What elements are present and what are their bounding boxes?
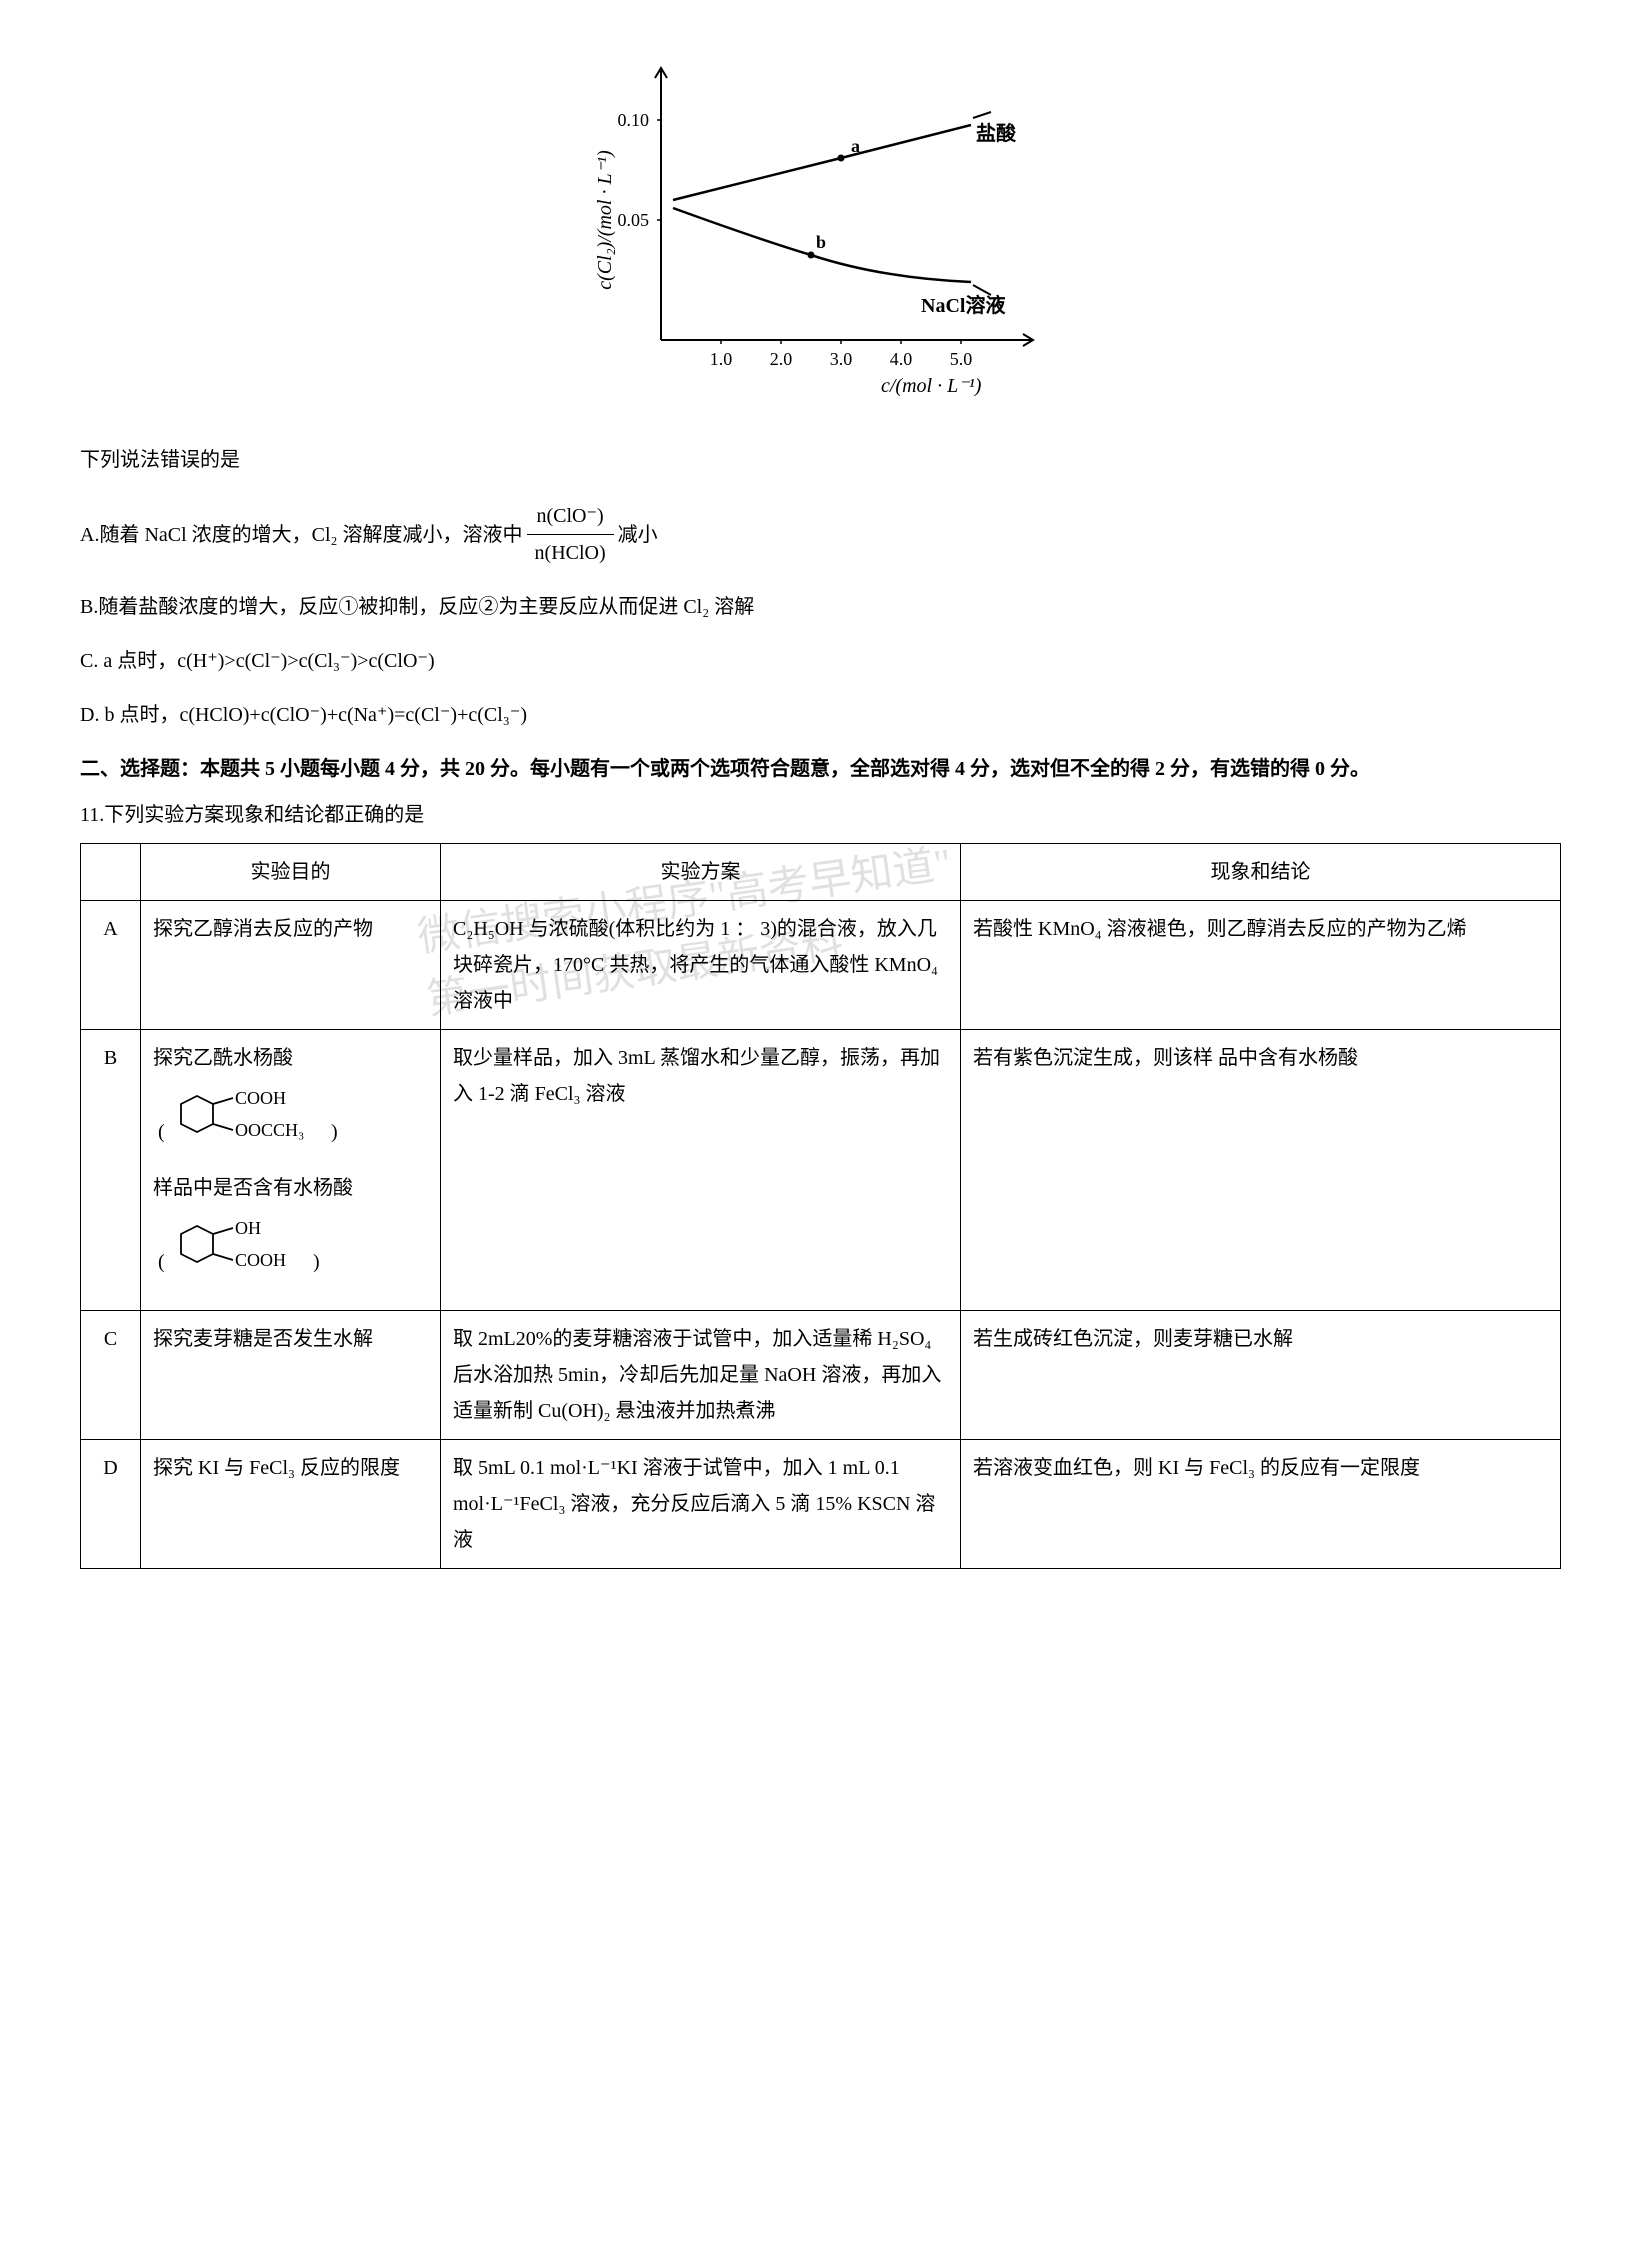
row-C-purpose: 探究麦芽糖是否发生水解 <box>141 1311 441 1440</box>
row-A-conclusion: 若酸性 KMnO₄ 溶液褪色，则乙醇消去反应的产物为乙烯 <box>961 901 1561 1030</box>
salicylic-structure: ( OH COOH ) <box>153 1216 428 1290</box>
point-b-label: b <box>816 232 826 252</box>
table-row-A: A 探究乙醇消去反应的产物 C₂H₅OH 与浓硫酸(体积比约为 1 ： 3)的混… <box>81 901 1561 1030</box>
row-B-purpose-prefix: 探究乙酰水杨酸 <box>153 1047 293 1069</box>
table-header-conclusion: 现象和结论 <box>961 844 1561 901</box>
struct2-top: OH <box>235 1218 261 1238</box>
row-B-purpose: 探究乙酰水杨酸 ( COOH OOCCH₃ ) 样品中是否含有水杨酸 <box>141 1030 441 1311</box>
point-a-label: a <box>851 136 860 156</box>
xtick-2: 3.0 <box>829 349 852 369</box>
option-A-numerator: n(ClO⁻) <box>527 498 614 535</box>
ytick-1: 0.10 <box>617 110 649 130</box>
option-A-prefix: A.随着 NaCl 浓度的增大，Cl₂ 溶解度减小，溶液中 <box>80 517 523 553</box>
row-D-conclusion: 若溶液变血红色，则 KI 与 FeCl₃ 的反应有一定限度 <box>961 1440 1561 1569</box>
option-A: A.随着 NaCl 浓度的增大，Cl₂ 溶解度减小，溶液中 n(ClO⁻) n(… <box>80 498 1561 571</box>
row-A-purpose: 探究乙醇消去反应的产物 <box>141 901 441 1030</box>
xtick-3: 4.0 <box>889 349 912 369</box>
row-D-label: D <box>81 1440 141 1569</box>
question-11-text: 11.下列实验方案现象和结论都正确的是 <box>80 797 1561 833</box>
option-D: D. b 点时，c(HClO)+c(ClO⁻)+c(Na⁺)=c(Cl⁻)+c(… <box>80 697 1561 733</box>
struct1-top: COOH <box>235 1088 286 1108</box>
chart-figure: 0.05 0.10 1.0 2.0 3.0 4.0 5.0 a 盐酸 b NaC… <box>80 40 1561 412</box>
question-intro: 下列说法错误的是 <box>80 442 1561 478</box>
row-A-label: A <box>81 901 141 1030</box>
struct1-bottom: OOCCH₃ <box>235 1120 304 1140</box>
row-B-purpose-middle: 样品中是否含有水杨酸 <box>153 1177 353 1199</box>
svg-text:(: ( <box>158 1251 165 1273</box>
row-C-method: 取 2mL20%的麦芽糖溶液于试管中，加入适量稀 H₂SO₄ 后水浴加热 5mi… <box>441 1311 961 1440</box>
table-row-C: C 探究麦芽糖是否发生水解 取 2mL20%的麦芽糖溶液于试管中，加入适量稀 H… <box>81 1311 1561 1440</box>
svg-text:): ) <box>331 1121 338 1143</box>
series-hcl-label: 盐酸 <box>976 121 1017 145</box>
table-header-method: 实验方案 <box>441 844 961 901</box>
option-A-fraction: n(ClO⁻) n(HClO) <box>527 498 614 571</box>
row-D-purpose: 探究 KI 与 FeCl₃ 反应的限度 <box>141 1440 441 1569</box>
row-C-label: C <box>81 1311 141 1440</box>
acetylsalicylic-structure: ( COOH OOCCH₃ ) <box>153 1086 428 1160</box>
ytick-0: 0.05 <box>617 210 649 230</box>
series-nacl-label: NaCl溶液 <box>921 293 1006 317</box>
svg-text:): ) <box>313 1251 320 1273</box>
xtick-4: 5.0 <box>949 349 972 369</box>
option-A-suffix: 减小 <box>618 517 658 553</box>
y-axis-label: c(Cl₂)/(mol · L⁻¹) <box>594 150 616 290</box>
xtick-0: 1.0 <box>709 349 732 369</box>
row-A-method: C₂H₅OH 与浓硫酸(体积比约为 1 ： 3)的混合液，放入几块碎瓷片，170… <box>441 901 961 1030</box>
section-2-header: 二、选择题：本题共 5 小题每小题 4 分，共 20 分。每小题有一个或两个选项… <box>80 751 1561 787</box>
struct2-bottom: COOH <box>235 1250 286 1270</box>
table-row-B: B 探究乙酰水杨酸 ( COOH OOCCH₃ ) 样品中是否含有水杨酸 <box>81 1030 1561 1311</box>
table-row-D: D 探究 KI 与 FeCl₃ 反应的限度 取 5mL 0.1 mol·L⁻¹K… <box>81 1440 1561 1569</box>
option-A-denominator: n(HClO) <box>527 535 614 571</box>
row-D-method: 取 5mL 0.1 mol·L⁻¹KI 溶液于试管中，加入 1 mL 0.1 m… <box>441 1440 961 1569</box>
option-C: C. a 点时，c(H⁺)>c(Cl⁻)>c(Cl₃⁻)>c(ClO⁻) <box>80 643 1561 679</box>
row-B-label: B <box>81 1030 141 1311</box>
x-axis-label: c/(mol · L⁻¹) <box>881 375 982 397</box>
table-header-purpose: 实验目的 <box>141 844 441 901</box>
row-C-conclusion: 若生成砖红色沉淀，则麦芽糖已水解 <box>961 1311 1561 1440</box>
svg-text:(: ( <box>158 1121 165 1143</box>
table-header-blank <box>81 844 141 901</box>
option-B: B.随着盐酸浓度的增大，反应①被抑制，反应②为主要反应从而促进 Cl₂ 溶解 <box>80 589 1561 625</box>
cl2-solubility-chart: 0.05 0.10 1.0 2.0 3.0 4.0 5.0 a 盐酸 b NaC… <box>581 40 1061 400</box>
xtick-1: 2.0 <box>769 349 792 369</box>
experiment-table: 实验目的 实验方案 现象和结论 A 探究乙醇消去反应的产物 C₂H₅OH 与浓硫… <box>80 843 1561 1569</box>
row-B-method: 取少量样品，加入 3mL 蒸馏水和少量乙醇，振荡，再加入 1-2 滴 FeCl₃… <box>441 1030 961 1311</box>
row-B-conclusion: 若有紫色沉淀生成，则该样 品中含有水杨酸 <box>961 1030 1561 1311</box>
